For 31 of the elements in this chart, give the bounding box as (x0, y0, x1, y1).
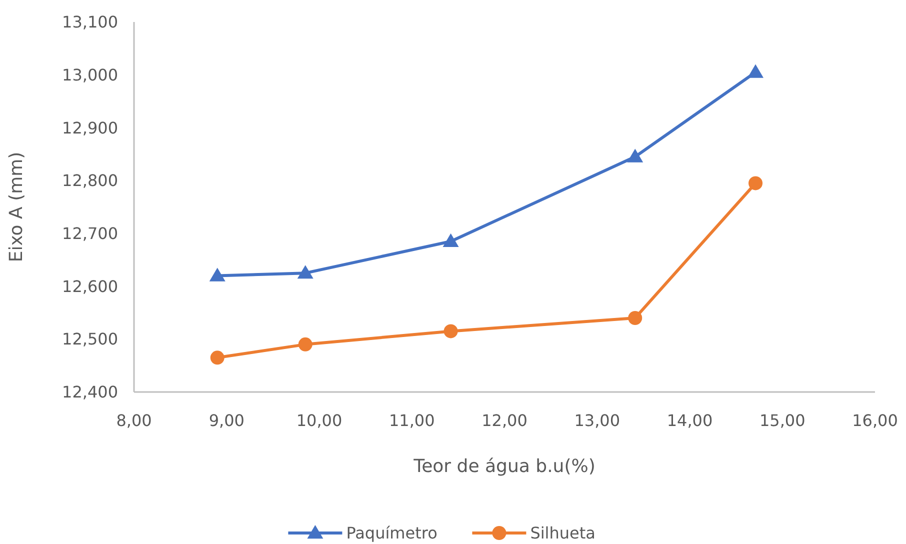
legend-label: Silhueta (530, 524, 596, 543)
x-tick-label: 15,00 (759, 411, 806, 430)
x-tick-label: 12,00 (482, 411, 528, 430)
x-tick-label: 16,00 (852, 411, 898, 430)
y-axis-title: Eixo A (mm) (6, 152, 27, 262)
y-tick-label: 13,100 (62, 12, 118, 32)
x-axis-title: Teor de água b.u(%) (412, 456, 596, 477)
y-tick-label: 12,700 (62, 224, 118, 244)
point (628, 311, 642, 325)
x-tick-label: 11,00 (388, 411, 435, 430)
x-tick-label: 13,00 (574, 411, 620, 430)
x-tick-label: 9,00 (208, 411, 244, 430)
x-tick-label: 14,00 (666, 411, 713, 430)
y-tick-label: 12,400 (62, 382, 118, 402)
point (297, 265, 314, 279)
point (210, 350, 224, 365)
x-tick-label: 10,00 (296, 411, 342, 430)
point (442, 233, 459, 247)
point (298, 337, 312, 352)
y-tick-label: 12,600 (62, 276, 118, 296)
y-tick-label: 12,800 (62, 171, 118, 190)
point (748, 176, 763, 190)
y-tick-label: 12,500 (62, 330, 118, 349)
y-tick-label: 12,900 (62, 118, 118, 138)
point (209, 268, 226, 282)
x-tick-label: 8,00 (116, 411, 152, 430)
point (627, 148, 644, 162)
point (444, 324, 458, 338)
y-tick-label: 13,000 (62, 65, 118, 84)
legend-label: Paquímetro (346, 524, 438, 543)
point (748, 64, 764, 78)
